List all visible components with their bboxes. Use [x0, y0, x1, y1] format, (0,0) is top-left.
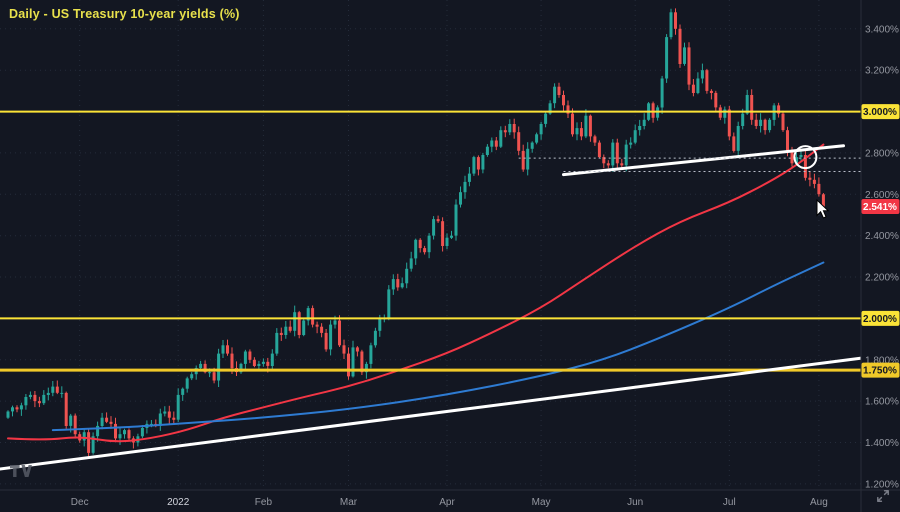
svg-text:Mar: Mar: [340, 497, 358, 508]
svg-text:2.541%: 2.541%: [863, 202, 897, 213]
level-price-label-2.000%[interactable]: 2.000%: [861, 310, 900, 326]
svg-text:Jun: Jun: [627, 497, 643, 508]
level-price-label-1.750%[interactable]: 1.750%: [861, 362, 900, 378]
svg-text:May: May: [532, 497, 551, 508]
svg-text:Feb: Feb: [255, 497, 273, 508]
svg-text:2.800%: 2.800%: [865, 148, 899, 159]
svg-text:3.200%: 3.200%: [865, 66, 899, 77]
svg-text:3.400%: 3.400%: [865, 24, 899, 35]
svg-text:Aug: Aug: [810, 497, 828, 508]
svg-text:2.600%: 2.600%: [865, 190, 899, 201]
tradingview-logo[interactable]: [10, 465, 34, 484]
expand-axes-icon[interactable]: [876, 489, 890, 508]
price-axis[interactable]: [861, 0, 900, 512]
mouse-cursor-arrow: [816, 198, 830, 219]
time-axis-labels: Dec 2022 Feb Mar Apr May Jun Jul Aug: [71, 497, 828, 508]
breakdown-circle-annotation[interactable]: [793, 145, 818, 170]
svg-text:1.750%: 1.750%: [863, 366, 897, 377]
level-price-label-3.000%[interactable]: 3.000%: [861, 104, 900, 120]
red-moving-average[interactable]: [7, 143, 825, 443]
blue-moving-average[interactable]: [51, 261, 825, 432]
time-axis[interactable]: [0, 490, 861, 512]
svg-text:1.400%: 1.400%: [865, 438, 899, 449]
candlestick-series[interactable]: [6, 8, 825, 457]
svg-text:1.800%: 1.800%: [865, 355, 899, 366]
svg-text:2.000%: 2.000%: [863, 314, 897, 325]
svg-text:2.400%: 2.400%: [865, 231, 899, 242]
svg-text:3.000%: 3.000%: [863, 107, 897, 118]
ascending-support-trendline[interactable]: [0, 356, 863, 471]
svg-text:Apr: Apr: [439, 497, 455, 508]
svg-text:2.200%: 2.200%: [865, 273, 899, 284]
last-price-label[interactable]: 2.541%: [861, 199, 900, 214]
chart-title[interactable]: Daily - US Treasury 10-year yields (%): [9, 7, 240, 21]
svg-text:Jul: Jul: [723, 497, 736, 508]
svg-text:2022: 2022: [167, 497, 190, 508]
svg-text:1.600%: 1.600%: [865, 397, 899, 408]
svg-text:Dec: Dec: [71, 497, 89, 508]
svg-text:1.200%: 1.200%: [865, 479, 899, 490]
